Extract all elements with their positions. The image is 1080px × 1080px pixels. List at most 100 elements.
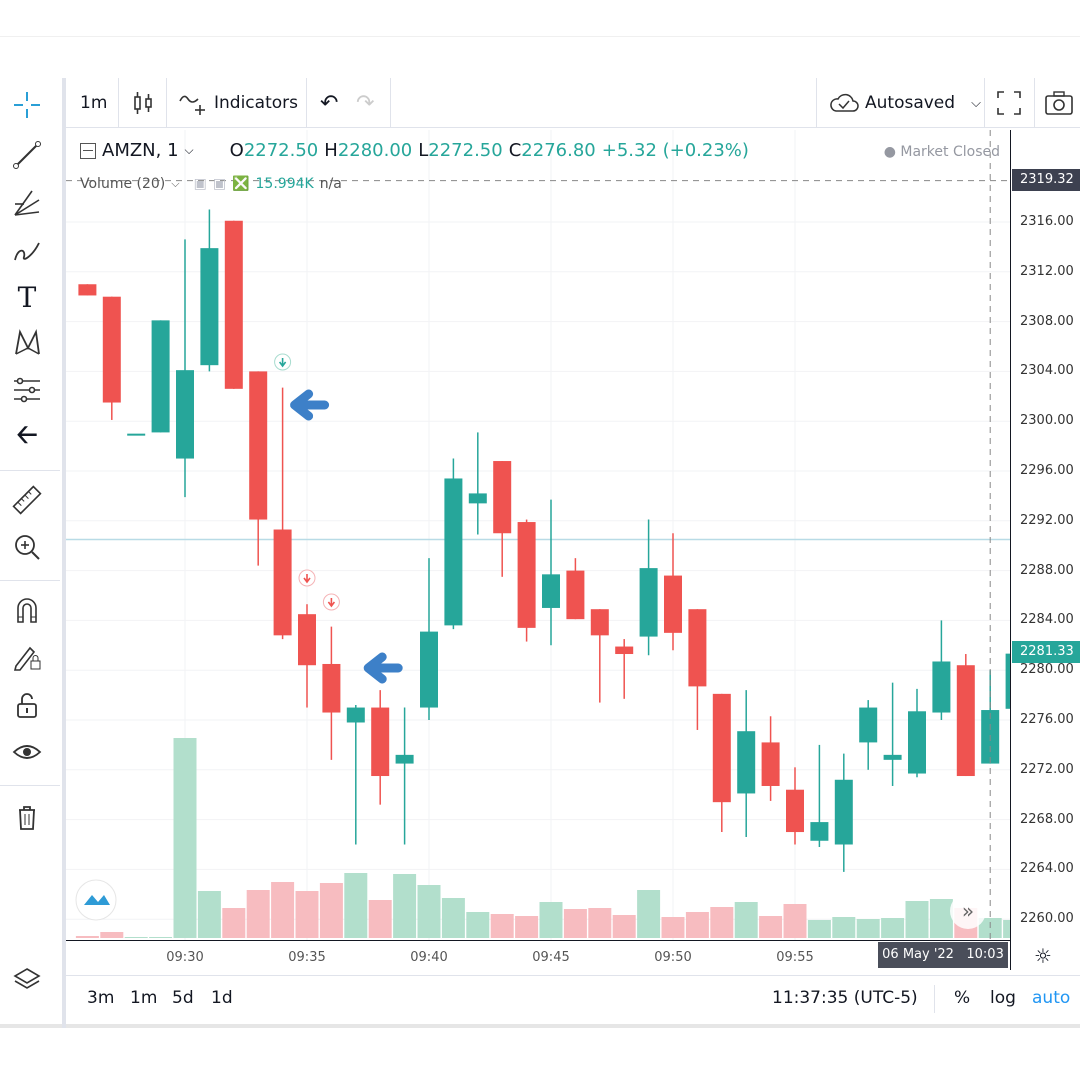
volume-label[interactable]: Volume (20) [80,176,166,192]
measure-icon[interactable] [10,373,44,407]
collapse-icon[interactable] [80,142,96,159]
indicators-label: Indicators [214,93,298,113]
volume-bar [588,908,612,938]
indicators-button[interactable]: Indicators [178,78,298,128]
price-tick-label: 2280.00 [1020,662,1074,678]
candle-body [956,665,975,777]
candle-body [615,646,634,655]
volume-bar [710,907,734,938]
volume-bar [856,919,880,938]
volume-bar [100,932,124,938]
fullscreen-icon[interactable] [996,78,1022,128]
undo-icon[interactable]: ↶ [320,90,339,116]
camera-icon[interactable] [1044,78,1074,128]
bottom-divider [934,985,935,1013]
interval-button[interactable]: 1m [80,93,108,113]
range-5d[interactable]: 5d [172,988,194,1008]
log-toggle[interactable]: log [990,988,1016,1008]
range-1m[interactable]: 1m [130,988,158,1008]
redo-icon[interactable]: ↷ [356,90,375,116]
volume-bar [344,873,368,938]
candle-body [224,220,243,389]
time-tick-label: 09:30 [166,950,204,965]
volume-bar [539,902,563,938]
price-tick-label: 2308.00 [1020,313,1074,329]
ruler-icon[interactable] [10,483,44,517]
candle-body [712,693,731,803]
volume-bar [124,937,148,938]
autosave-button[interactable]: Autosaved ⌵ [828,78,981,128]
chart-settings-icon[interactable]: ☼ [1034,944,1052,968]
fib-icon[interactable] [10,186,44,220]
layers-icon[interactable] [10,963,44,997]
chevron-down-icon: ⌵ [971,95,981,111]
clock-timezone[interactable]: 11:37:35 (UTC-5) [772,988,918,1008]
remove-icon[interactable]: ❎ [232,176,250,192]
volume-bar [222,908,246,938]
chart-pane[interactable]: » [66,130,1027,940]
toolbar-divider [166,78,167,128]
percent-toggle[interactable]: % [954,988,971,1008]
volume-bar [295,891,319,938]
volume-bar [807,920,831,938]
candle-body [151,320,170,433]
price-tick-label: 2260.00 [1020,911,1074,927]
candles-icon[interactable] [132,78,154,128]
trend-line-icon[interactable] [10,138,44,172]
candlestick-chart[interactable]: » [66,130,1027,940]
price-tick-label: 2272.00 [1020,761,1074,777]
candle-body [176,370,194,459]
brush-icon[interactable] [10,233,44,267]
bottom-toolbar [66,975,1080,1023]
left-toolbar-border [62,78,66,1028]
volume-bar [368,900,392,938]
volume-bar [75,936,99,938]
candle-body [371,707,390,777]
crosshair-time-badge: 06 May '22 10:03 [878,942,1008,968]
high-label: H [324,140,338,161]
candle-body [493,461,512,534]
price-tick-label: 2284.00 [1020,612,1074,628]
auto-toggle[interactable]: auto [1032,988,1071,1008]
volume-bar [832,917,856,938]
eye-icon[interactable] [10,735,44,769]
volume-bar [441,898,465,938]
trash-icon[interactable] [10,800,44,834]
symbol-name[interactable]: AMZN, 1 [102,140,179,161]
settings-icon[interactable]: ▣ [212,176,227,192]
text-icon[interactable]: T [17,280,37,314]
toolbar-divider [0,785,60,786]
candle-body [78,284,97,296]
volume-bar [661,917,685,938]
magnet-icon[interactable] [10,594,44,628]
range-3m[interactable]: 3m [87,988,115,1008]
candle-body [908,711,926,774]
candle-body [298,614,316,666]
volume-bar [197,891,221,938]
unlock-icon[interactable] [10,688,44,722]
chevron-down-icon[interactable]: ⌵ [184,143,194,157]
crosshair-icon[interactable] [10,88,44,122]
range-1d[interactable]: 1d [211,988,233,1008]
chevron-down-icon[interactable]: ⌵ [171,177,180,190]
volume-bar [515,916,539,938]
lock-drawing-icon[interactable] [10,640,44,674]
time-tick-label: 09:55 [776,950,814,965]
time-axis[interactable] [66,940,1010,972]
price-axis[interactable] [1010,130,1080,970]
pattern-icon[interactable] [10,326,44,360]
back-arrow-icon[interactable]: 🡠 [16,420,38,450]
status-dot-icon: ● [883,144,896,160]
zoom-in-icon[interactable] [10,530,44,564]
visibility-icon[interactable]: ▣ [193,176,207,192]
candle-body [786,789,804,833]
low-value: 2272.50 [428,140,503,161]
logo-icon [84,895,110,905]
candle-body [102,296,121,403]
change-value: +5.32 (+0.23%) [601,140,749,161]
candle-body [639,568,658,637]
open-label: O [229,140,244,161]
candle-body [200,248,219,366]
top-divider [0,36,1080,37]
time-tick-label: 09:40 [410,950,448,965]
